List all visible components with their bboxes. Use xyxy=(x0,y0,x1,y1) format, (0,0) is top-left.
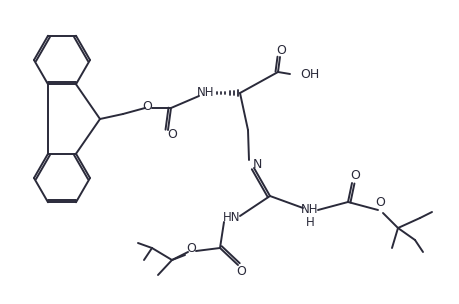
Text: O: O xyxy=(374,196,384,209)
Text: O: O xyxy=(275,43,285,57)
Text: N: N xyxy=(252,158,261,171)
Text: O: O xyxy=(235,265,246,278)
Text: O: O xyxy=(167,129,177,141)
Text: H: H xyxy=(305,216,313,230)
Text: OH: OH xyxy=(299,67,319,81)
Text: NH: NH xyxy=(301,203,318,216)
Text: NH: NH xyxy=(197,87,214,99)
Text: O: O xyxy=(349,170,359,182)
Text: O: O xyxy=(142,101,151,113)
Text: HN: HN xyxy=(223,212,240,224)
Text: O: O xyxy=(185,243,196,255)
